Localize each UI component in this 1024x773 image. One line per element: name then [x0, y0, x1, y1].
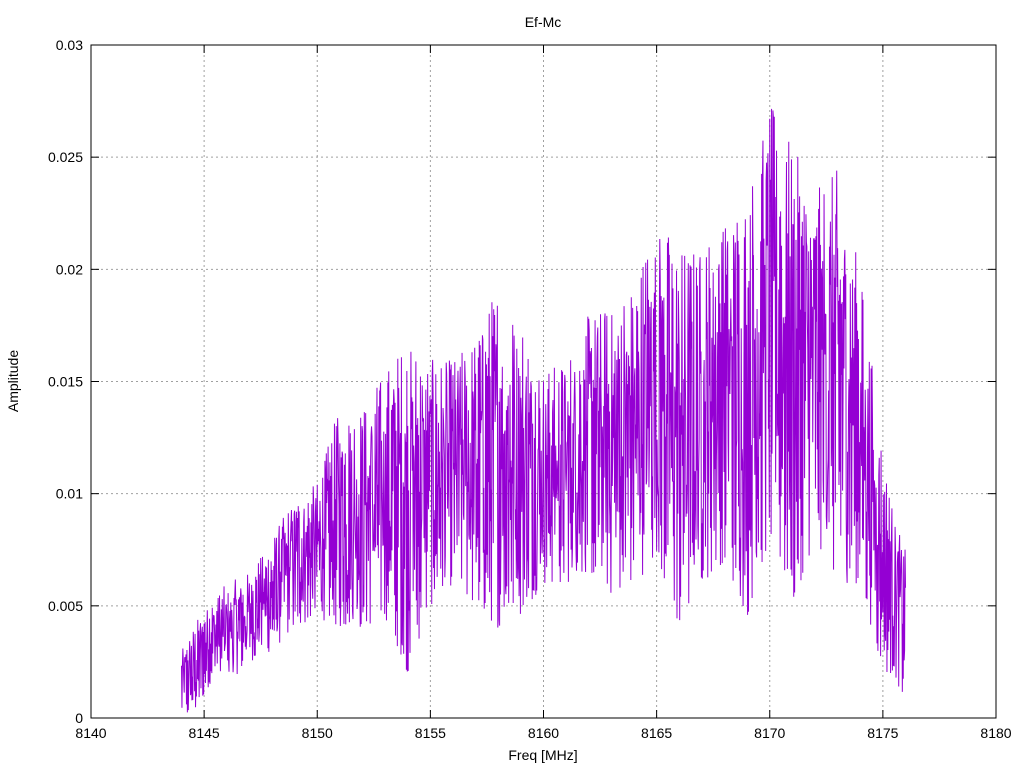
- y-tick-label: 0.005: [48, 598, 83, 614]
- y-tick-label: 0.03: [56, 37, 83, 53]
- x-axis-label: Freq [MHz]: [508, 747, 577, 763]
- chart-title: Ef-Mc: [525, 14, 562, 30]
- x-tick-label: 8170: [754, 725, 785, 741]
- y-axis-ticks: 0 0.005 0.01 0.015 0.02 0.025 0.03: [48, 37, 996, 726]
- x-axis-ticks: 8140 8145 8150 8155 8160 8165 8170 8175 8180: [75, 45, 1012, 741]
- x-tick-label: 8140: [75, 725, 106, 741]
- y-tick-label: 0.01: [56, 486, 83, 502]
- y-tick-label: 0: [75, 710, 83, 726]
- x-tick-label: 8180: [980, 725, 1011, 741]
- series-line: [181, 108, 906, 713]
- x-tick-label: 8165: [641, 725, 672, 741]
- x-tick-label: 8175: [867, 725, 898, 741]
- y-tick-label: 0.015: [48, 374, 83, 390]
- y-axis-label: Amplitude: [5, 350, 21, 412]
- x-tick-label: 8155: [415, 725, 446, 741]
- x-tick-label: 8160: [528, 725, 559, 741]
- series-layer: [181, 108, 906, 713]
- x-tick-label: 8150: [302, 725, 333, 741]
- x-tick-label: 8145: [189, 725, 220, 741]
- y-tick-label: 0.02: [56, 261, 83, 277]
- y-tick-label: 0.025: [48, 149, 83, 165]
